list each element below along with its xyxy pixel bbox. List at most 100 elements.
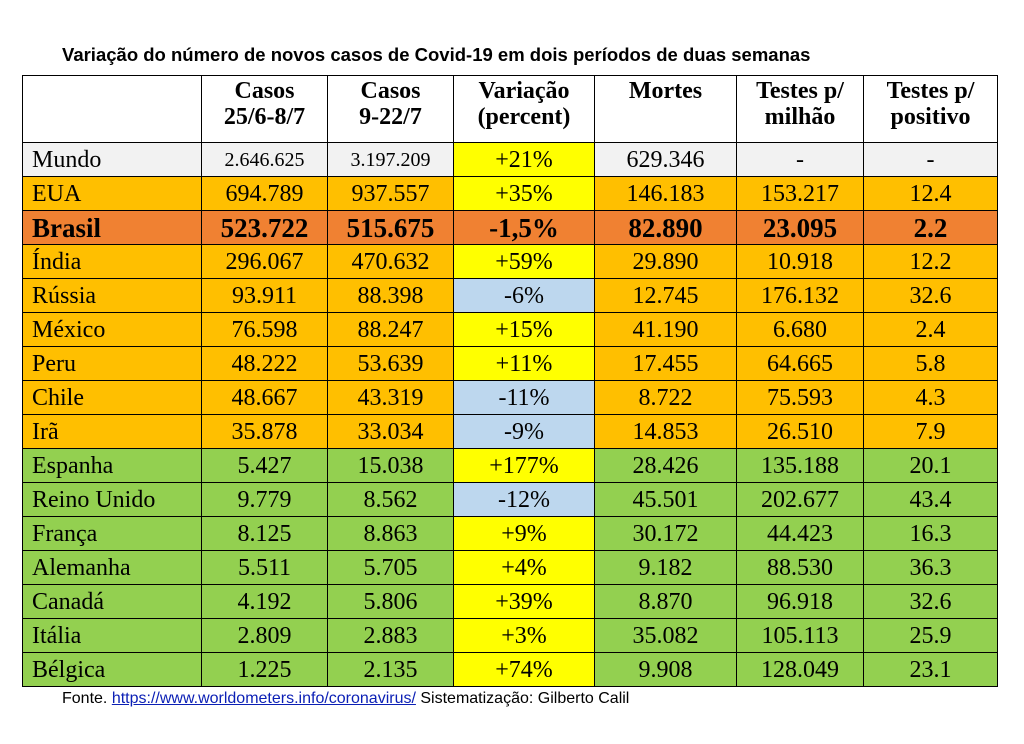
variacao-cell: +15%	[453, 312, 595, 347]
testes-milhao-cell: -	[736, 142, 864, 177]
header-testes-milhao-line2: milhão	[764, 104, 836, 130]
testes-positivo-cell: 7.9	[863, 414, 998, 449]
header-testes-positivo-line1: Testes p/	[886, 78, 975, 104]
mortes-cell: 9.908	[594, 652, 737, 687]
table-row: Peru 48.222 53.639 +11% 17.455 64.665 5.8	[22, 346, 998, 381]
table-row: Bélgica 1.225 2.135 +74% 9.908 128.049 23.1	[22, 652, 998, 687]
testes-milhao-cell: 10.918	[736, 244, 864, 279]
casos-2-cell: 515.675	[327, 210, 454, 245]
casos-2-cell: 470.632	[327, 244, 454, 279]
country-cell: Irã	[22, 414, 202, 449]
country-cell: Alemanha	[22, 550, 202, 585]
country-cell: EUA	[22, 176, 202, 211]
casos-1-cell: 5.511	[201, 550, 328, 585]
country-cell: Canadá	[22, 584, 202, 619]
casos-2-cell: 2.883	[327, 618, 454, 653]
casos-1-cell: 35.878	[201, 414, 328, 449]
casos-1-cell: 48.667	[201, 380, 328, 415]
country-cell: Brasil	[22, 210, 202, 245]
mortes-cell: 41.190	[594, 312, 737, 347]
variacao-cell: +11%	[453, 346, 595, 381]
mortes-cell: 28.426	[594, 448, 737, 483]
table-row: Itália 2.809 2.883 +3% 35.082 105.113 25.9	[22, 618, 998, 653]
testes-positivo-cell: 2.4	[863, 312, 998, 347]
testes-milhao-cell: 64.665	[736, 346, 864, 381]
country-cell: Mundo	[22, 142, 202, 177]
mortes-cell: 14.853	[594, 414, 737, 449]
country-cell: França	[22, 516, 202, 551]
mortes-cell: 45.501	[594, 482, 737, 517]
mortes-cell: 35.082	[594, 618, 737, 653]
testes-milhao-cell: 128.049	[736, 652, 864, 687]
testes-milhao-cell: 88.530	[736, 550, 864, 585]
source-link[interactable]: https://www.worldometers.info/coronaviru…	[111, 690, 416, 707]
testes-milhao-cell: 135.188	[736, 448, 864, 483]
casos-2-cell: 8.562	[327, 482, 454, 517]
mortes-cell: 629.346	[594, 142, 737, 177]
variacao-cell: -6%	[453, 278, 595, 313]
testes-positivo-cell: 32.6	[863, 278, 998, 313]
variacao-cell: -1,5%	[453, 210, 595, 245]
casos-1-cell: 9.779	[201, 482, 328, 517]
table-row: Rússia 93.911 88.398 -6% 12.745 176.132 32.6	[22, 278, 998, 313]
header-casos-1-line2: 25/6-8/7	[223, 104, 306, 130]
country-cell: Espanha	[22, 448, 202, 483]
mortes-cell: 29.890	[594, 244, 737, 279]
header-casos-2-line2: 9-22/7	[359, 104, 422, 130]
header-variacao-line2: (percent)	[477, 104, 571, 130]
testes-positivo-cell: 20.1	[863, 448, 998, 483]
casos-1-cell: 48.222	[201, 346, 328, 381]
header-casos-2-line1: Casos	[360, 78, 421, 104]
testes-positivo-cell: 12.2	[863, 244, 998, 279]
casos-1-cell: 2.809	[201, 618, 328, 653]
casos-1-cell: 93.911	[201, 278, 328, 313]
country-cell: México	[22, 312, 202, 347]
table-row: França 8.125 8.863 +9% 30.172 44.423 16.3	[22, 516, 998, 551]
casos-1-cell: 5.427	[201, 448, 328, 483]
testes-positivo-cell: 23.1	[863, 652, 998, 687]
testes-milhao-cell: 26.510	[736, 414, 864, 449]
table-row: EUA 694.789 937.557 +35% 146.183 153.217 12.4	[22, 176, 998, 211]
mortes-cell: 8.870	[594, 584, 737, 619]
table-row: Brasil 523.722 515.675 -1,5% 82.890 23.095 2.2	[22, 210, 998, 245]
table-row: Chile 48.667 43.319 -11% 8.722 75.593 4.3	[22, 380, 998, 415]
testes-milhao-cell: 96.918	[736, 584, 864, 619]
casos-1-cell: 523.722	[201, 210, 328, 245]
testes-milhao-cell: 105.113	[736, 618, 864, 653]
casos-1-cell: 694.789	[201, 176, 328, 211]
header-testes-positivo: Testes p/positivo	[863, 75, 998, 143]
variacao-cell: +177%	[453, 448, 595, 483]
mortes-cell: 8.722	[594, 380, 737, 415]
header-country	[22, 75, 202, 143]
table-row: Mundo 2.646.625 3.197.209 +21% 629.346- -	[22, 142, 998, 177]
casos-1-cell: 296.067	[201, 244, 328, 279]
footer-suffix: Sistematização: Gilberto Calil	[415, 690, 630, 707]
casos-1-cell: 1.225	[201, 652, 328, 687]
variacao-cell: +4%	[453, 550, 595, 585]
table-title: Variação do número de novos casos de Cov…	[62, 44, 811, 65]
testes-milhao-cell: 202.677	[736, 482, 864, 517]
testes-milhao-cell: 176.132	[736, 278, 864, 313]
country-cell: Itália	[22, 618, 202, 653]
variacao-cell: +21%	[453, 142, 595, 177]
footer-source: Fonte. https://www.worldometers.info/cor…	[62, 688, 629, 710]
variacao-cell: +3%	[453, 618, 595, 653]
mortes-cell: 30.172	[594, 516, 737, 551]
header-casos-1-line1: Casos	[234, 78, 295, 104]
country-cell: Chile	[22, 380, 202, 415]
casos-1-cell: 76.598	[201, 312, 328, 347]
testes-positivo-cell: 32.6	[863, 584, 998, 619]
mortes-cell: 146.183	[594, 176, 737, 211]
casos-2-cell: 3.197.209	[327, 142, 454, 177]
mortes-cell: 12.745	[594, 278, 737, 313]
table-row: Alemanha 5.511 5.705 +4% 9.182 88.530 36.3	[22, 550, 998, 585]
table-row: Espanha 5.427 15.038 +177% 28.426 135.188 20.1	[22, 448, 998, 483]
testes-positivo-cell: 36.3	[863, 550, 998, 585]
variacao-cell: +74%	[453, 652, 595, 687]
casos-1-cell: 4.192	[201, 584, 328, 619]
header-casos-2: Casos 9-22/7	[327, 75, 454, 143]
casos-1-cell: 8.125	[201, 516, 328, 551]
testes-positivo-cell: -	[863, 142, 998, 177]
header-row: Casos 25/6-8/7 Casos 9-22/7 Variação (perce…	[22, 75, 998, 143]
table-row: Índia 296.067 470.632 +59% 29.890 10.918 12.2	[22, 244, 998, 279]
